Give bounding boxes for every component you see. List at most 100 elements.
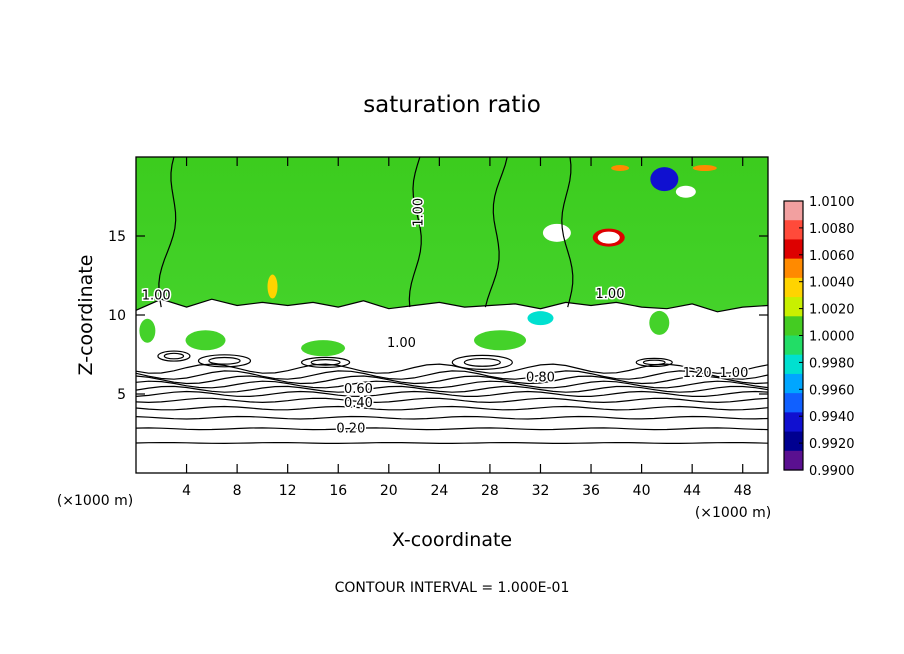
color-patch-4 (675, 185, 696, 198)
contour-label-6: 0.20 (336, 421, 365, 436)
colorbar-label-3: 1.0040 (809, 276, 855, 291)
contour-interval-note: CONTOUR INTERVAL = 1.000E-01 (335, 580, 570, 596)
colorbar-swatch-6 (784, 316, 803, 337)
x-tick-label-40: 40 (633, 483, 651, 499)
contour-line-6 (136, 385, 768, 393)
x-tick-label-28: 28 (481, 483, 499, 499)
x-tick-label-20: 20 (380, 483, 398, 499)
contour-label-2: 1.00 (596, 287, 625, 302)
contour-label-5: 0.40 (344, 396, 373, 411)
contour-line-7 (136, 380, 768, 389)
contour-vertical-2 (484, 157, 508, 308)
x-tick-label-36: 36 (582, 483, 600, 499)
colorbar-label-4: 1.0020 (809, 303, 855, 318)
eddy-contour-4 (157, 350, 191, 362)
y-tick-label-15: 15 (108, 229, 126, 245)
eddy-contour-inner-4 (163, 352, 185, 360)
colorbar-swatch-11 (784, 412, 803, 433)
contour-lines (136, 157, 768, 445)
colorbar-swatch-12 (784, 431, 803, 452)
contour-saturation-boundary (136, 298, 768, 313)
contour-label-3: 1.00 (387, 336, 416, 351)
x-unit-right-label: (×1000 m) (695, 505, 771, 521)
x-axis-title: X-coordinate (392, 529, 512, 551)
colorbar-label-10: 0.9900 (809, 464, 855, 479)
contour-label-7: 0.80 (526, 371, 555, 386)
contour-line-3 (136, 405, 768, 411)
green-island-4 (139, 318, 156, 343)
eddy-contour-2 (451, 354, 513, 370)
colorbar-label-5: 1.0000 (809, 330, 855, 345)
y-tick-label-5: 5 (117, 387, 126, 403)
x-unit-left-label: (×1000 m) (57, 493, 133, 509)
saturated-field-region (136, 157, 768, 312)
plot-area: 1.00 1.00 1.00 1.00 0.600.40 0.20 0.80 1.20 1.00 (136, 157, 768, 473)
green-island-0 (185, 330, 226, 351)
colorbar-label-7: 0.9960 (809, 383, 855, 398)
colorbar-swatch-9 (784, 373, 803, 394)
eddy-contour-inner-0 (208, 356, 241, 365)
colorbar-swatch-4 (784, 277, 803, 298)
contour-line-8 (136, 375, 768, 385)
green-island-2 (474, 330, 527, 351)
eddy-contour-inner-2 (463, 357, 501, 367)
contour-line-9 (136, 370, 768, 380)
x-tick-label-48: 48 (734, 483, 752, 499)
colorbar-swatch-10 (784, 393, 803, 413)
color-patch-7 (267, 274, 278, 299)
color-patch-2 (597, 231, 620, 244)
x-tick-label-32: 32 (532, 483, 550, 499)
contour-line-5 (136, 390, 768, 398)
y-axis-title: Z-coordinate (75, 255, 97, 376)
eddy-contour-0 (197, 354, 252, 368)
colorbar-swatch-3 (784, 258, 803, 279)
contour-labels: 1.00 1.00 1.00 1.00 0.600.40 0.20 0.80 1.20 1.00 (140, 196, 750, 437)
x-tick-label-4: 4 (182, 483, 191, 499)
colorbar-swatch-1 (784, 220, 803, 241)
color-patch-9 (527, 311, 554, 326)
eddy-contour-inner-3 (642, 359, 666, 366)
colorbar-label-2: 1.0060 (809, 249, 855, 264)
color-patches (136, 165, 768, 366)
x-tick-label-44: 44 (683, 483, 701, 499)
color-patch-5 (692, 165, 717, 172)
colorbar-label-6: 0.9980 (809, 356, 855, 371)
contour-line-4 (136, 397, 768, 404)
colorbar-swatch-5 (784, 297, 803, 317)
contour-label-1: 1.00 (142, 289, 171, 304)
x-axis-ticks: 4 8 12 16 20 24 28 32 36 40 44 48 (182, 157, 752, 499)
contour-vertical-1 (408, 157, 422, 308)
green-island-3 (649, 310, 670, 335)
eddy-contour-inner-1 (310, 359, 341, 366)
y-axis-ticks: 5 10 15 (108, 229, 768, 403)
eddy-contour-1 (301, 356, 351, 368)
colorbar-swatch-0 (784, 201, 803, 221)
x-tick-label-8: 8 (233, 483, 242, 499)
x-tick-label-12: 12 (279, 483, 297, 499)
green-island-1 (301, 340, 346, 357)
color-patch-3 (650, 167, 679, 192)
color-patch-0 (542, 223, 571, 242)
colorbar: 1.0100 1.0080 1.0060 1.0040 1.0020 1.0000 0.99… (783, 195, 855, 479)
contour-line-1 (136, 427, 768, 431)
colorbar-swatch-13 (784, 450, 803, 471)
unsaturated-band (136, 321, 768, 366)
colorbar-swatch-7 (784, 335, 803, 356)
contour-line-2 (136, 415, 768, 420)
color-patch-6 (611, 165, 630, 172)
contour-label-0: 1.00 (412, 198, 427, 227)
x-tick-label-24: 24 (430, 483, 448, 499)
colorbar-swatch-2 (784, 239, 803, 260)
colorbar-label-0: 1.0100 (809, 195, 855, 210)
colorbar-label-1: 1.0080 (809, 222, 855, 237)
chart-title: saturation ratio (363, 92, 541, 118)
contour-line-0 (136, 442, 768, 445)
contour-label-8: 1.20 (683, 366, 712, 381)
colorbar-label-9: 0.9920 (809, 437, 855, 452)
contour-vertical-3 (561, 157, 574, 308)
x-tick-label-16: 16 (329, 483, 347, 499)
colorbar-swatch-8 (784, 354, 803, 375)
colorbar-label-8: 0.9940 (809, 410, 855, 425)
eddy-contour-3 (635, 357, 673, 367)
